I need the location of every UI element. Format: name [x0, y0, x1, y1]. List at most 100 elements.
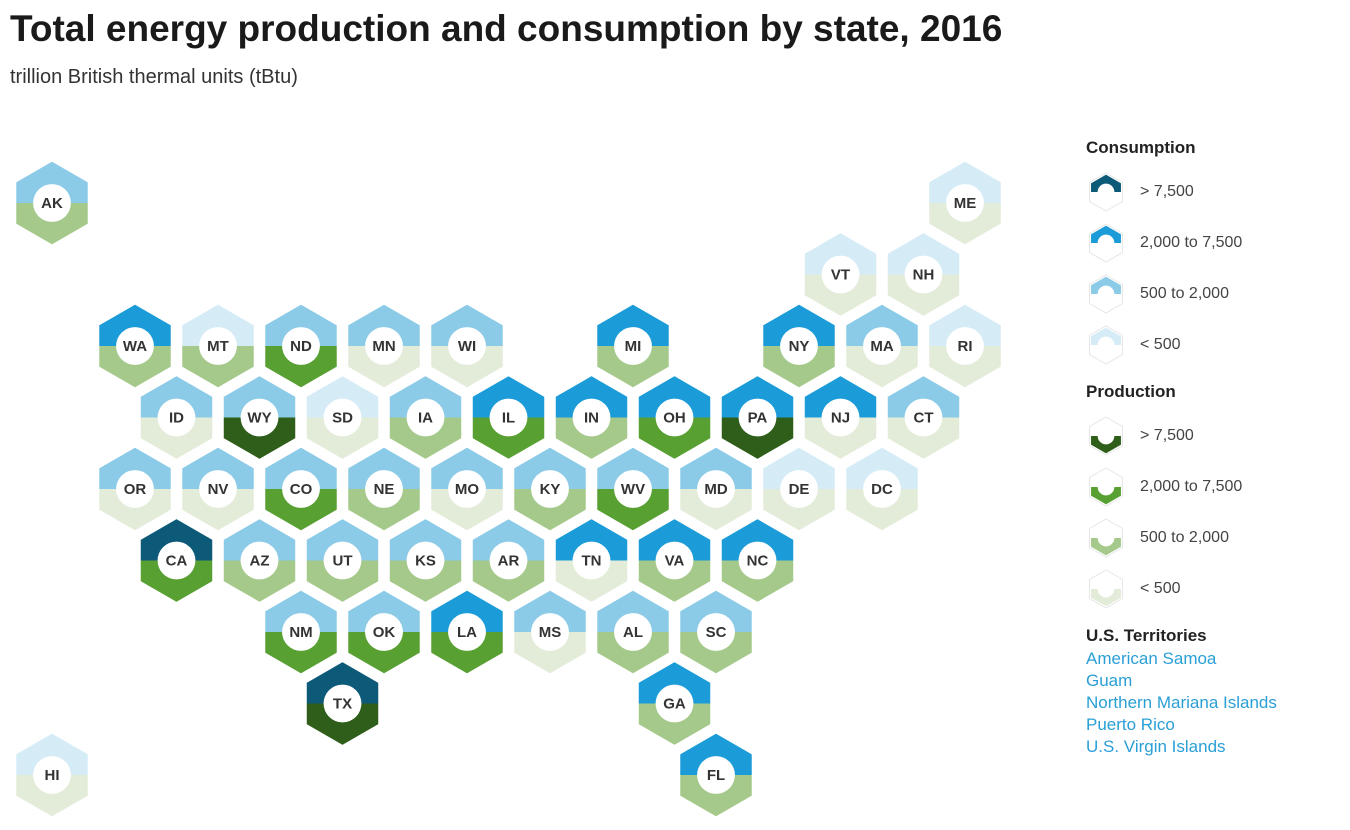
label-circle	[1097, 336, 1115, 353]
label-circle	[1097, 183, 1115, 200]
state-tile-co: CO	[262, 444, 340, 534]
production-half	[263, 346, 339, 389]
consumption-half	[263, 303, 339, 346]
legend-production: Production > 7,500 2,000 to 7,500 500 to 2…	[1086, 382, 1346, 614]
state-tile-md: MD	[677, 444, 755, 534]
label-circle	[697, 613, 735, 651]
state-label: KY	[540, 481, 561, 498]
hex-tile-map: AK ME VT NH WA MT ND MN WI MI NY MA RI ID WY SD IA IL IN OH…	[13, 158, 1004, 820]
legend-item: 2,000 to 7,500	[1086, 461, 1346, 512]
consumption-half	[346, 303, 422, 346]
label-circle	[697, 470, 735, 508]
hex-outline	[428, 587, 506, 677]
label-circle	[614, 613, 652, 651]
state-tile-wi: WI	[428, 301, 506, 391]
legend-hex-icon	[1088, 323, 1124, 366]
hex-outline	[677, 730, 755, 820]
state-label: OK	[373, 624, 396, 641]
state-tile-de: DE	[760, 444, 838, 534]
hex-outline	[677, 587, 755, 677]
production-half	[346, 346, 422, 389]
state-label: LA	[457, 624, 477, 641]
label-circle	[821, 398, 860, 437]
hex-outline	[345, 444, 423, 534]
label-circle	[282, 327, 320, 365]
label-circle	[406, 398, 445, 437]
state-label: TX	[333, 696, 352, 713]
label-circle	[697, 756, 735, 794]
label-circle	[863, 327, 901, 365]
legend-consumption-title: Consumption	[1086, 138, 1196, 157]
state-tile-mn: MN	[345, 301, 423, 391]
state-tile-id: ID	[137, 372, 216, 463]
state-tile-ct: CT	[884, 372, 963, 463]
state-label: TN	[582, 553, 602, 570]
production-half	[346, 489, 422, 532]
hex-outline	[179, 444, 257, 534]
state-tile-mt: MT	[179, 301, 257, 391]
hex-outline	[801, 229, 880, 320]
state-label: MS	[539, 624, 562, 641]
state-tile-ok: OK	[345, 587, 423, 677]
hex-outline	[594, 301, 672, 391]
production-half	[305, 560, 380, 604]
legend-hex-border	[1089, 222, 1123, 263]
legend-item-label: > 7,500	[1140, 182, 1194, 200]
production-half	[346, 632, 422, 675]
hex-outline	[137, 372, 216, 463]
legend-hex-border	[1089, 273, 1123, 314]
state-tile-nc: NC	[718, 515, 797, 606]
territories-list: U.S. Territories American Samoa Guam North…	[1086, 626, 1346, 758]
territory-link[interactable]: Puerto Rico	[1086, 715, 1175, 734]
territories-title: U.S. Territories	[1086, 626, 1207, 645]
legend-item: > 7,500	[1086, 166, 1346, 217]
consumption-half	[346, 446, 422, 489]
state-tile-hi: HI	[13, 730, 91, 820]
hex-outline	[594, 444, 672, 534]
state-label: NE	[374, 481, 395, 498]
state-label: MT	[207, 338, 229, 355]
territory-link[interactable]: Northern Mariana Islands	[1086, 693, 1277, 712]
state-label: AL	[623, 624, 643, 641]
territory-link[interactable]: American Samoa	[1086, 649, 1217, 668]
territory-link[interactable]: U.S. Virgin Islands	[1086, 737, 1226, 756]
production-half	[429, 346, 505, 389]
label-circle	[572, 398, 611, 437]
legend-hex-border	[1089, 517, 1123, 558]
hex-outline	[760, 301, 838, 391]
hex-outline	[13, 158, 91, 248]
state-tile-nj: NJ	[801, 372, 880, 463]
label-circle	[780, 470, 818, 508]
label-circle	[946, 327, 984, 365]
hex-outline	[843, 301, 921, 391]
label-circle	[33, 756, 71, 794]
legend-item-label: > 7,500	[1140, 426, 1194, 444]
label-circle	[448, 613, 486, 651]
hex-outline	[303, 515, 382, 606]
legend: Consumption > 7,500 2,000 to 7,500 500 to …	[1086, 138, 1346, 758]
hex-outline	[469, 372, 548, 463]
hex-outline	[635, 372, 714, 463]
state-tile-mi: MI	[594, 301, 672, 391]
territory-link[interactable]: Guam	[1086, 671, 1133, 690]
state-label: AZ	[250, 553, 270, 570]
legend-hex	[1088, 516, 1124, 559]
hex-outline	[884, 229, 963, 320]
hex-outline	[220, 515, 299, 606]
state-label: ND	[290, 338, 312, 355]
legend-hex	[1088, 272, 1124, 315]
state-tile-mo: MO	[428, 444, 506, 534]
state-tile-az: AZ	[220, 515, 299, 606]
state-label: WV	[621, 481, 645, 498]
state-tile-nh: NH	[884, 229, 963, 320]
label-circle	[655, 398, 694, 437]
label-circle	[489, 541, 528, 580]
state-label: SD	[332, 410, 353, 427]
state-tile-va: VA	[635, 515, 714, 606]
state-tile-sc: SC	[677, 587, 755, 677]
label-circle	[904, 255, 943, 294]
state-tile-in: IN	[552, 372, 631, 463]
consumption-half	[305, 660, 380, 704]
state-label: AK	[41, 195, 63, 212]
state-tile-ms: MS	[511, 587, 589, 677]
